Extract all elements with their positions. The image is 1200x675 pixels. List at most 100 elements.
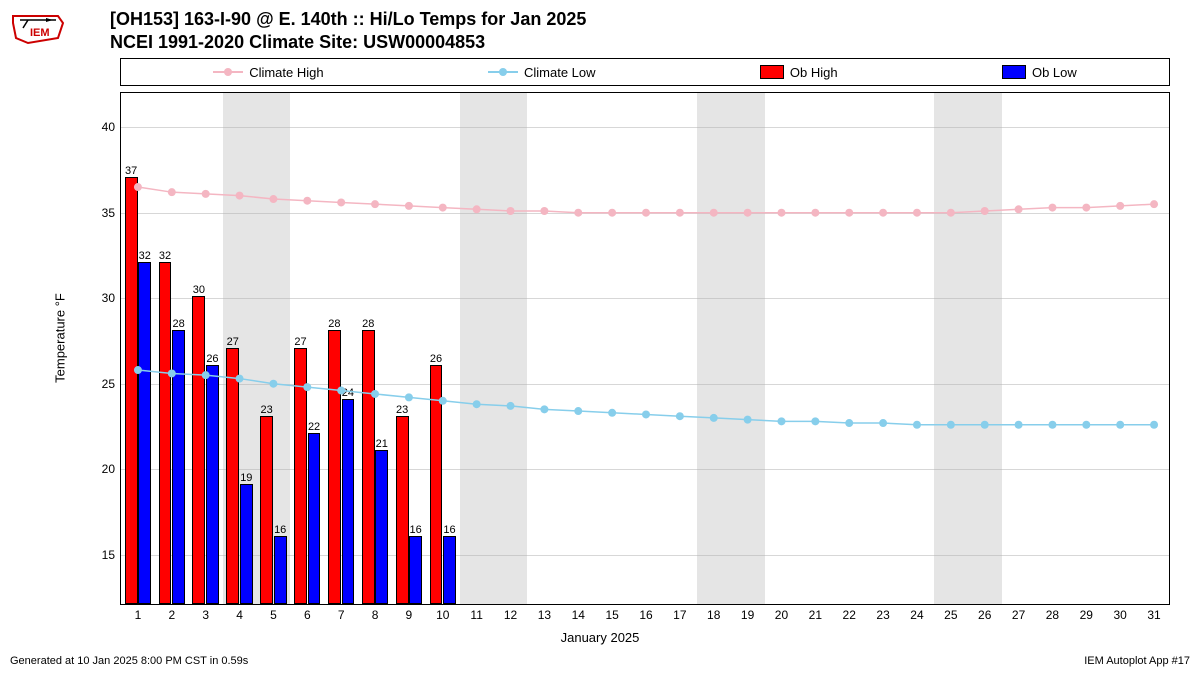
title-line-1: [OH153] 163-I-90 @ E. 140th :: Hi/Lo Tem… [110, 8, 586, 31]
ob-low-bar-label: 28 [172, 318, 184, 330]
x-tick-label: 23 [876, 604, 889, 622]
x-tick-label: 27 [1012, 604, 1025, 622]
gridline [121, 213, 1169, 214]
ob-high-bar [396, 416, 409, 604]
climate-low-marker [1150, 421, 1158, 429]
x-tick-label: 31 [1147, 604, 1160, 622]
y-tick-label: 40 [102, 120, 121, 134]
x-tick-label: 29 [1080, 604, 1093, 622]
ob-high-bar [125, 177, 138, 605]
climate-low-marker [574, 407, 582, 415]
climate-low-marker [845, 419, 853, 427]
climate-low-marker [676, 412, 684, 420]
ob-high-bar-label: 26 [430, 353, 442, 365]
x-tick-label: 11 [470, 604, 482, 622]
ob-high-bar-label: 28 [328, 318, 340, 330]
ob-low-bar [443, 536, 456, 604]
legend-climate-low: Climate Low [488, 65, 596, 80]
climate-high-marker [1082, 204, 1090, 212]
climate-high-marker [439, 204, 447, 212]
climate-high-marker [303, 197, 311, 205]
ob-high-bar [294, 348, 307, 605]
ob-low-bar-label: 16 [410, 524, 422, 536]
ob-low-bar [274, 536, 287, 604]
weekend-band [934, 93, 1002, 604]
x-tick-label: 20 [775, 604, 788, 622]
y-tick-label: 15 [102, 548, 121, 562]
ob-low-bar [375, 450, 388, 604]
ob-low-bar [409, 536, 422, 604]
gridline [121, 469, 1169, 470]
climate-low-marker [540, 405, 548, 413]
ob-high-bar [159, 262, 172, 604]
climate-low-marker [1048, 421, 1056, 429]
x-tick-label: 4 [236, 604, 243, 622]
x-tick-label: 19 [741, 604, 754, 622]
climate-low-marker [405, 393, 413, 401]
weekend-band [697, 93, 765, 604]
x-tick-label: 21 [809, 604, 822, 622]
climate-low-marker [879, 419, 887, 427]
climate-low-marker [913, 421, 921, 429]
gridline [121, 298, 1169, 299]
climate-high-marker [1150, 200, 1158, 208]
climate-low-marker [1116, 421, 1124, 429]
legend-label: Ob High [790, 65, 838, 80]
ob-low-bar [206, 365, 219, 604]
x-tick-label: 14 [572, 604, 585, 622]
ob-high-bar [260, 416, 273, 604]
climate-low-marker [608, 409, 616, 417]
x-tick-label: 16 [639, 604, 652, 622]
ob-low-bar-label: 22 [308, 421, 320, 433]
climate-high-line [138, 187, 1154, 213]
ob-low-bar [138, 262, 151, 604]
climate-high-marker [405, 202, 413, 210]
legend-label: Ob Low [1032, 65, 1077, 80]
climate-high-marker [337, 198, 345, 206]
climate-high-marker [1116, 202, 1124, 210]
x-tick-label: 17 [673, 604, 686, 622]
ob-high-bar [328, 330, 341, 604]
climate-low-marker [1015, 421, 1023, 429]
title-line-2: NCEI 1991-2020 Climate Site: USW00004853 [110, 31, 586, 54]
ob-low-bar [308, 433, 321, 604]
x-tick-label: 18 [707, 604, 720, 622]
ob-low-bar-label: 16 [443, 524, 455, 536]
x-tick-label: 8 [372, 604, 379, 622]
y-tick-label: 30 [102, 291, 121, 305]
climate-high-marker [1048, 204, 1056, 212]
footer-generated: Generated at 10 Jan 2025 8:00 PM CST in … [10, 655, 248, 667]
ob-low-bar-label: 21 [376, 438, 388, 450]
climate-high-marker [202, 190, 210, 198]
y-tick-label: 20 [102, 462, 121, 476]
climate-high-marker [371, 200, 379, 208]
svg-text:IEM: IEM [30, 27, 50, 39]
legend-label: Climate High [249, 65, 323, 80]
x-tick-label: 12 [504, 604, 517, 622]
iem-logo: IEM [8, 8, 68, 48]
climate-low-marker [811, 417, 819, 425]
climate-high-marker [540, 207, 548, 215]
ob-low-bar-label: 24 [342, 387, 354, 399]
ob-low-bar [172, 330, 185, 604]
ob-low-bar [240, 484, 253, 604]
legend-climate-high: Climate High [213, 65, 323, 80]
x-tick-label: 13 [538, 604, 551, 622]
ob-high-bar-label: 32 [159, 250, 171, 262]
climate-low-marker [642, 410, 650, 418]
x-tick-label: 6 [304, 604, 311, 622]
climate-low-line [138, 370, 1154, 425]
climate-low-marker [1082, 421, 1090, 429]
ob-high-bar [362, 330, 375, 604]
x-tick-label: 26 [978, 604, 991, 622]
x-tick-label: 22 [843, 604, 856, 622]
footer-app: IEM Autoplot App #17 [1084, 655, 1190, 667]
x-tick-label: 9 [406, 604, 413, 622]
ob-high-bar-label: 37 [125, 165, 137, 177]
x-tick-label: 24 [910, 604, 923, 622]
ob-high-bar-label: 28 [362, 318, 374, 330]
legend: Climate High Climate Low Ob High Ob Low [120, 58, 1170, 86]
x-tick-label: 15 [605, 604, 618, 622]
legend-label: Climate Low [524, 65, 596, 80]
ob-low-bar-label: 26 [206, 353, 218, 365]
